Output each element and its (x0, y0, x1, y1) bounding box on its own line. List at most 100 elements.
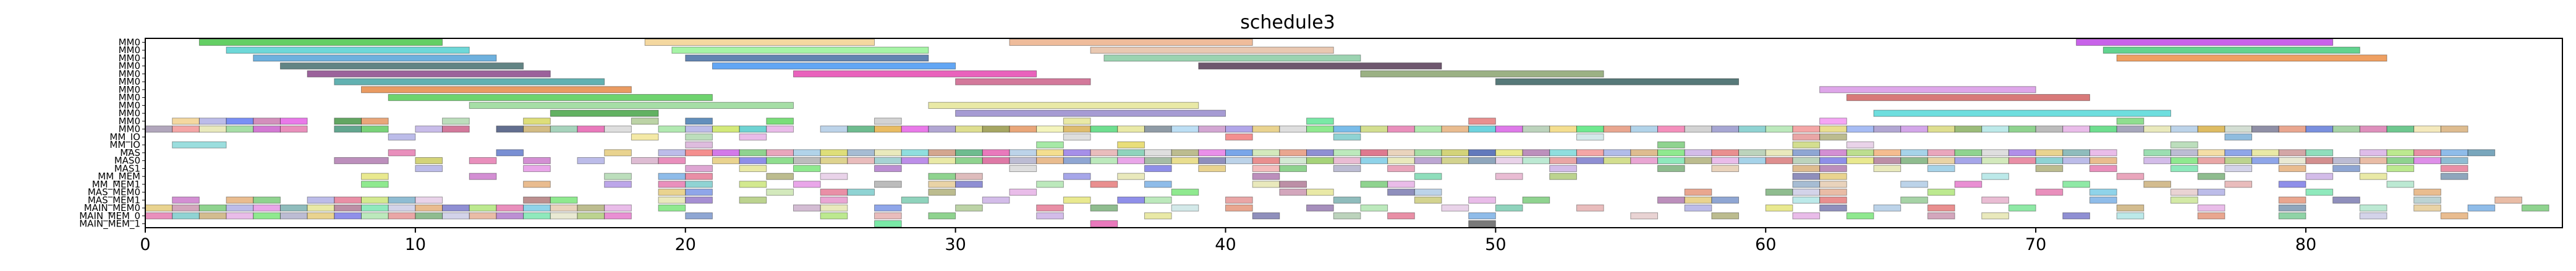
schedule-bar (1711, 157, 1740, 165)
schedule-bar (1846, 212, 1874, 220)
schedule-bar (2008, 126, 2036, 133)
y-tick-label: MAIN_MEM_0 (79, 210, 140, 222)
schedule-bar (198, 212, 227, 220)
schedule-bar (1549, 149, 1577, 157)
schedule-bar (793, 181, 821, 188)
schedule-bar (1819, 181, 1847, 188)
schedule-bar (1225, 204, 1253, 212)
schedule-bar (2413, 126, 2441, 133)
schedule-bar (1090, 126, 1118, 133)
schedule-bar (496, 126, 524, 133)
schedule-bar (2197, 173, 2225, 180)
schedule-bar (523, 181, 551, 188)
schedule-bar (2116, 54, 2387, 62)
schedule-bar (1414, 126, 1442, 133)
schedule-bar (1063, 196, 1091, 204)
schedule-bar (712, 62, 956, 70)
schedule-bar (1981, 149, 2009, 157)
schedule-bar (1657, 126, 1685, 133)
schedule-bar (1873, 149, 1902, 157)
y-tick-label: MM0 (119, 84, 140, 95)
schedule-bar (2386, 181, 2415, 188)
schedule-bar (1063, 173, 1091, 180)
schedule-bar (1522, 157, 1550, 165)
schedule-bar (1063, 149, 1091, 157)
schedule-bar (1171, 189, 1199, 196)
schedule-bar (631, 157, 659, 165)
schedule-bar (1360, 157, 1388, 165)
schedule-bar (685, 149, 713, 157)
schedule-bar (1387, 149, 1415, 157)
schedule-bar (442, 126, 470, 133)
schedule-bar (1333, 133, 1361, 140)
schedule-bar (2305, 189, 2334, 196)
schedule-bar (1279, 165, 1307, 172)
schedule-bar (1981, 196, 2009, 204)
schedule-bar (172, 212, 200, 220)
schedule-bar (523, 118, 551, 125)
schedule-bar (1387, 126, 1415, 133)
schedule-bar (415, 196, 443, 204)
schedule-bar (307, 204, 335, 212)
schedule-bar (1792, 196, 1821, 204)
schedule-bar (712, 157, 740, 165)
schedule-bar (2440, 157, 2468, 165)
schedule-bar (1144, 181, 1172, 188)
y-tick-label: MM_IO (109, 131, 140, 143)
schedule-bar (523, 157, 551, 165)
schedule-bar (442, 204, 470, 212)
schedule-bar (2197, 204, 2225, 212)
schedule-bar (1576, 149, 1604, 157)
schedule-bar (279, 126, 308, 133)
schedule-bar (658, 189, 686, 196)
schedule-bar (2076, 38, 2334, 46)
y-tick-label: MM0 (119, 100, 140, 111)
schedule-bar (2278, 126, 2306, 133)
schedule-bar (2035, 189, 2064, 196)
schedule-bar (334, 118, 362, 125)
y-tick-label: MM0 (119, 53, 140, 64)
schedule-bar (334, 157, 389, 165)
schedule-bar (1198, 165, 1226, 172)
schedule-bar (820, 196, 848, 204)
schedule-bar (604, 204, 632, 212)
schedule-bar (1954, 157, 1983, 165)
schedule-bar (1792, 212, 1821, 220)
schedule-bar (685, 133, 713, 140)
schedule-bar (685, 126, 713, 133)
schedule-bar (388, 212, 416, 220)
schedule-bar (1387, 189, 1415, 196)
schedule-bar (415, 157, 443, 165)
schedule-bar (928, 157, 956, 165)
schedule-bar (766, 189, 794, 196)
schedule-bar (1279, 189, 1307, 196)
schedule-bar (685, 165, 713, 172)
schedule-bar (307, 212, 335, 220)
schedule-bar (2359, 173, 2387, 180)
schedule-bar (685, 173, 713, 180)
schedule-bar (685, 212, 713, 220)
schedule-bar (2035, 157, 2064, 165)
schedule-bar (279, 204, 308, 212)
schedule-bar (2278, 196, 2306, 204)
schedule-bar (2359, 157, 2387, 165)
schedule-bar (2278, 149, 2306, 157)
schedule-bar (2197, 212, 2225, 220)
schedule-bar (1414, 189, 1442, 196)
schedule-bar (1576, 126, 1604, 133)
schedule-bar (1090, 157, 1118, 165)
y-tick-label: MM0 (119, 108, 140, 119)
schedule-bar (1765, 189, 1793, 196)
schedule-bar (226, 204, 254, 212)
schedule-bar (1414, 149, 1442, 157)
schedule-bar (1468, 118, 1496, 125)
schedule-bar (2278, 181, 2306, 188)
schedule-bar (2170, 189, 2198, 196)
schedule-bar (1630, 157, 1658, 165)
x-tick-label: 30 (945, 235, 966, 254)
schedule-bar (1468, 212, 1496, 220)
schedule-bar (226, 212, 254, 220)
schedule-bar (685, 189, 713, 196)
schedule-bar (1252, 149, 1280, 157)
